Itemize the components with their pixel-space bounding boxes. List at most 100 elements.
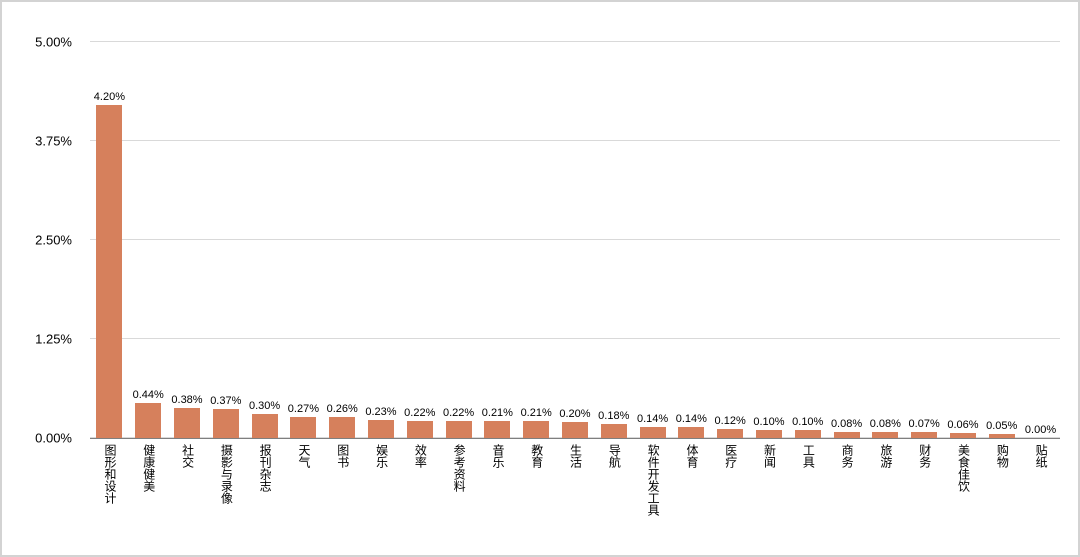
y-tick-label: 3.75% [35,133,72,149]
x-axis-label: 旅游 [878,444,893,468]
y-tick-label: 2.50% [35,232,72,248]
x-axis-label-slot: 效率 [400,439,439,554]
bar-value-label: 0.22% [404,406,436,419]
bar-group: 0.26% [323,42,362,438]
x-axis-labels: 图形和设计 健康健美 社交 摄影与录像 报刊杂志 天气 图书 娱乐 效率 参考资料 音乐 教育 生活 导航… [90,439,1060,554]
x-axis-label: 生活 [568,444,583,468]
bar [96,105,123,438]
bar [717,428,744,438]
x-axis-label-slot: 参考资料 [439,439,478,554]
x-axis-label-slot: 软件开发工具 [633,439,672,554]
bar [445,420,472,438]
bar [678,426,705,438]
y-tick-label: 1.25% [35,331,72,347]
x-axis-label-slot: 贴纸 [1021,439,1060,554]
bar [794,430,821,438]
y-axis: 0.00% 1.25% 2.50% 3.75% 5.00% [2,35,82,446]
bar [600,423,627,438]
x-axis-label: 软件开发工具 [646,444,661,516]
bar-group: 0.10% [788,42,827,438]
x-axis-label: 美食佳饮 [956,444,971,492]
x-axis-label: 医疗 [723,444,738,468]
bar-value-label: 0.26% [326,403,358,416]
bar-value-label: 0.05% [986,420,1018,433]
bars-row: 4.20% 0.44% 0.38% 0.37% 0.30% 0.27% 0.26% 0.23%… [90,42,1060,438]
x-axis-label-slot: 天气 [284,439,323,554]
x-axis-label-slot: 图书 [323,439,362,554]
bar-group: 0.12% [711,42,750,438]
x-axis-label-slot: 体育 [672,439,711,554]
bar [833,431,860,438]
x-axis-label: 新闻 [762,444,777,468]
x-axis-label: 社交 [180,444,195,468]
bar-group: 0.20% [556,42,595,438]
y-tick-label: 5.00% [35,34,72,50]
bar-group: 0.10% [750,42,789,438]
x-axis-label-slot: 美食佳饮 [944,439,983,554]
bar-value-label: 4.20% [93,91,125,104]
bar-value-label: 0.22% [442,406,475,419]
x-axis-label-slot: 医疗 [711,439,750,554]
bar [755,430,782,438]
x-axis-label: 摄影与录像 [219,444,234,504]
x-axis-label: 商务 [840,444,855,468]
x-axis-label: 健康健美 [141,444,156,492]
x-axis-label-slot: 摄影与录像 [206,439,245,554]
bar [251,414,278,438]
bar-value-label: 0.44% [132,389,164,402]
bar-group: 0.08% [827,42,866,438]
x-axis-label: 体育 [684,444,699,468]
bar-group: 0.21% [517,42,556,438]
x-axis-label: 参考资料 [452,444,467,492]
bar-group: 0.37% [206,42,245,438]
bar [911,432,938,438]
x-axis-label-slot: 报刊杂志 [245,439,284,554]
bar-value-label: 0.00% [1024,424,1057,436]
bar [212,408,239,438]
x-axis-label-slot: 社交 [168,439,207,554]
bar-group: 0.05% [982,42,1021,438]
x-axis-label-slot: 财务 [905,439,944,554]
x-axis-label: 贴纸 [1034,444,1049,468]
x-axis-label: 效率 [413,444,428,468]
bar-value-label: 0.21% [520,407,552,420]
gridline [90,338,1060,339]
bar-group: 4.20% [90,42,129,438]
bar-group: 0.18% [594,42,633,438]
x-axis-label: 天气 [296,444,311,468]
bar-value-label: 0.07% [908,418,940,431]
x-axis-label-slot: 工具 [788,439,827,554]
bar-value-label: 0.23% [365,405,397,418]
bar-value-label: 0.38% [171,393,203,406]
x-axis-label: 音乐 [490,444,505,468]
bar-value-label: 0.10% [792,416,824,429]
bar-group: 0.38% [168,42,207,438]
bar [523,421,550,438]
bar-group: 0.08% [866,42,905,438]
bar-value-label: 0.20% [559,408,591,421]
bar-value-label: 0.14% [675,412,707,425]
bar-group: 0.14% [633,42,672,438]
bar [561,422,588,438]
bar-group: 0.23% [362,42,401,438]
bar-value-label: 0.10% [753,416,785,429]
bar-value-label: 0.21% [481,407,513,420]
bar-value-label: 0.12% [714,414,746,427]
x-axis-label: 图形和设计 [102,444,117,504]
bar [639,426,666,438]
bar [872,431,899,438]
x-axis-label: 图书 [335,444,350,468]
plot-area: 4.20% 0.44% 0.38% 0.37% 0.30% 0.27% 0.26% 0.23%… [90,41,1060,439]
bar [290,416,317,438]
bar-value-label: 0.37% [210,394,242,407]
bar-group: 0.06% [944,42,983,438]
x-axis-label: 娱乐 [374,444,389,468]
x-axis-label-slot: 生活 [556,439,595,554]
bar [329,417,356,438]
bar [367,419,394,438]
bar-group: 0.22% [439,42,478,438]
bar-group: 0.14% [672,42,711,438]
gridline [90,140,1060,141]
x-axis-label-slot: 导航 [594,439,633,554]
